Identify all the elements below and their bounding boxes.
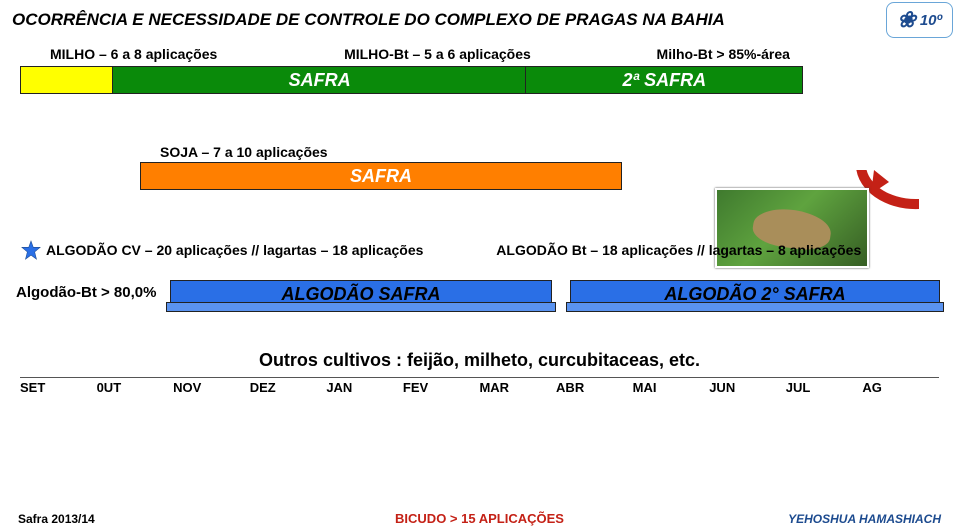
- milho-bar-green-2: 2ª SAFRA: [525, 66, 803, 94]
- soja-label: SOJA – 7 a 10 aplicações: [20, 144, 939, 160]
- outros-label: Outros cultivos : feijão, milheto, curcu…: [0, 350, 959, 371]
- month-tick: MAR: [479, 378, 556, 395]
- month-tick: 0UT: [97, 378, 174, 395]
- milho-left-label: MILHO – 6 a 8 aplicações: [20, 46, 344, 62]
- month-tick: JUL: [786, 378, 863, 395]
- algodao-left-label: ALGODÃO CV – 20 aplicações // lagartas –…: [20, 242, 496, 258]
- algodao-note: Algodão-Bt > 80,0%: [16, 284, 156, 301]
- month-tick: JAN: [326, 378, 403, 395]
- month-tick: NOV: [173, 378, 250, 395]
- star-icon: [20, 240, 42, 262]
- milho-right-label: MILHO-Bt – 5 a 6 aplicações: [344, 46, 656, 62]
- algodao-bar1-underlay: [166, 302, 556, 312]
- milho-safra-text: SAFRA: [113, 67, 527, 93]
- month-tick: DEZ: [250, 378, 327, 395]
- milho-section: MILHO – 6 a 8 aplicações MILHO-Bt – 5 a …: [20, 46, 939, 94]
- month-tick: AG: [862, 378, 939, 395]
- month-tick: ABR: [556, 378, 633, 395]
- milho-safra2-text: 2ª SAFRA: [526, 67, 802, 93]
- milho-bar-green: SAFRA: [112, 66, 528, 94]
- milho-note: Milho-Bt > 85%-área: [657, 46, 939, 62]
- footer-right: YEHOSHUA HAMASHIACH: [788, 512, 941, 526]
- milho-bar: SAFRA 2ª SAFRA: [20, 66, 939, 94]
- month-tick: FEV: [403, 378, 480, 395]
- page-title: OCORRÊNCIA E NECESSIDADE DE CONTROLE DO …: [0, 0, 959, 36]
- algodao-bar2-underlay: [566, 302, 944, 312]
- month-tick: JUN: [709, 378, 786, 395]
- soja-bar: SAFRA: [140, 162, 622, 190]
- soja-safra-text: SAFRA: [141, 163, 621, 189]
- month-tick: MAI: [633, 378, 710, 395]
- event-badge: ❀ 10º: [886, 2, 953, 38]
- month-axis: SET0UTNOVDEZJANFEVMARABRMAIJUNJULAG: [20, 377, 939, 395]
- algodao-right-label: ALGODÃO Bt – 18 aplicações // lagartas –…: [496, 242, 939, 258]
- month-tick: SET: [20, 378, 97, 395]
- algodao-section: ALGODÃO CV – 20 aplicações // lagartas –…: [20, 242, 939, 340]
